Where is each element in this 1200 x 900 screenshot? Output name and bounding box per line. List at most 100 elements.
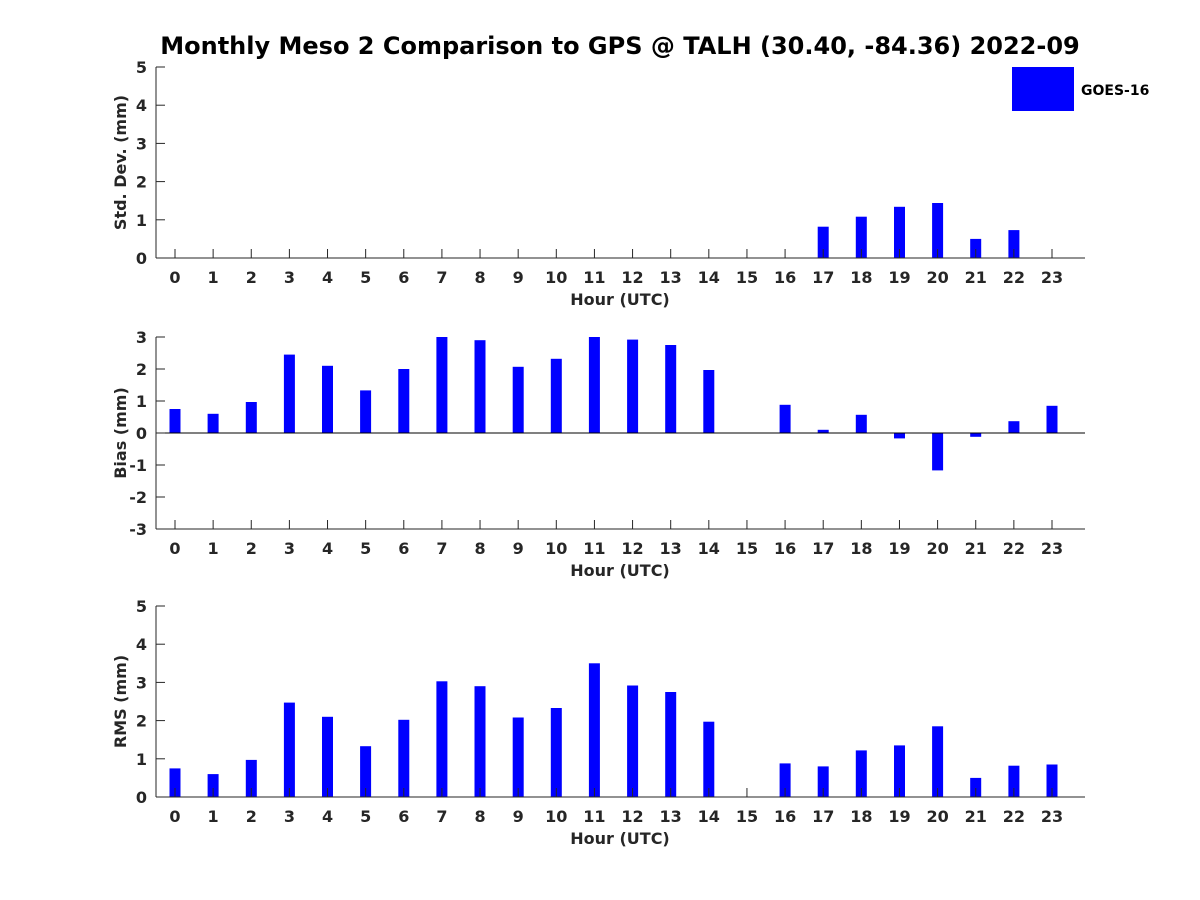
rms-bar-22 <box>1008 765 1020 797</box>
std-dev-bar-22 <box>1008 230 1020 258</box>
bias-bar-1 <box>207 413 219 433</box>
rms-bar-10 <box>550 708 562 797</box>
rms-x-tick-label-5: 5 <box>360 807 371 826</box>
rms-x-tick-label-22: 22 <box>1003 807 1025 826</box>
rms-x-tick-label-8: 8 <box>474 807 485 826</box>
bias-bar-19 <box>894 433 905 439</box>
std-dev-x-tick-label-20: 20 <box>926 268 948 287</box>
std-dev-x-tick-label-16: 16 <box>774 268 796 287</box>
bias-bar-18 <box>855 414 867 433</box>
rms-bar-13 <box>665 692 677 797</box>
legend-swatch-goes-16 <box>1012 67 1074 111</box>
bias-bar-0 <box>169 409 181 433</box>
bias-bar-8 <box>474 340 486 433</box>
bias-x-axis-label: Hour (UTC) <box>570 561 670 580</box>
bias-y-tick-label-3: 3 <box>136 328 147 347</box>
rms-x-tick-label-18: 18 <box>850 807 872 826</box>
bias-x-tick-label-9: 9 <box>513 539 524 558</box>
std-dev-x-tick-label-17: 17 <box>812 268 834 287</box>
legend: GOES-16 <box>1012 67 1149 111</box>
rms-x-tick-label-16: 16 <box>774 807 796 826</box>
rms-bar-16 <box>779 763 791 797</box>
bias-bar-6 <box>398 369 410 433</box>
rms-x-tick-label-2: 2 <box>246 807 257 826</box>
std-dev-bar-17 <box>817 226 829 258</box>
bias-x-tick-label-3: 3 <box>284 539 295 558</box>
std-dev-y-tick-label-5: 5 <box>136 58 147 77</box>
std-dev-x-tick-label-2: 2 <box>246 268 257 287</box>
rms-bar-0 <box>169 768 181 797</box>
std-dev-y-tick-label-3: 3 <box>136 134 147 153</box>
bias-x-tick-label-13: 13 <box>660 539 682 558</box>
rms-bar-19 <box>894 745 905 797</box>
bias-x-tick-label-1: 1 <box>208 539 219 558</box>
bias-bar-21 <box>970 433 982 437</box>
rms-bar-12 <box>627 685 639 797</box>
bias-x-tick-label-18: 18 <box>850 539 872 558</box>
std-dev-x-tick-label-22: 22 <box>1003 268 1025 287</box>
rms-x-tick-label-11: 11 <box>583 807 605 826</box>
bias-bar-4 <box>322 365 333 433</box>
std-dev-x-tick-label-15: 15 <box>736 268 758 287</box>
bias-x-tick-label-5: 5 <box>360 539 371 558</box>
std-dev-x-tick-label-3: 3 <box>284 268 295 287</box>
bias-x-tick-label-22: 22 <box>1003 539 1025 558</box>
rms-bar-20 <box>932 726 944 797</box>
std-dev-x-tick-label-23: 23 <box>1041 268 1063 287</box>
bias-bar-20 <box>932 433 944 471</box>
bias-bar-3 <box>283 354 295 433</box>
bias-bar-7 <box>436 337 448 433</box>
std-dev-y-tick-label-4: 4 <box>136 96 147 115</box>
bias-x-tick-label-20: 20 <box>926 539 948 558</box>
legend-label: GOES-16 <box>1081 83 1149 99</box>
rms-x-tick-label-1: 1 <box>208 807 219 826</box>
rms-bar-9 <box>512 717 524 797</box>
bias-bar-16 <box>779 404 791 433</box>
bias-x-tick-label-11: 11 <box>583 539 605 558</box>
bias-y-tick-label-0: 0 <box>136 424 147 443</box>
bias-x-tick-label-12: 12 <box>621 539 643 558</box>
bias-bar-12 <box>627 339 639 433</box>
std-dev-y-tick-label-1: 1 <box>136 211 147 230</box>
std-dev-x-tick-label-18: 18 <box>850 268 872 287</box>
bias-bar-11 <box>588 337 600 433</box>
bias-bar-14 <box>703 370 715 433</box>
rms-x-tick-label-21: 21 <box>965 807 987 826</box>
rms-x-tick-label-15: 15 <box>736 807 758 826</box>
rms-x-tick-label-7: 7 <box>436 807 447 826</box>
bias-y-tick-label-2: 2 <box>136 360 147 379</box>
rms-x-tick-label-20: 20 <box>926 807 948 826</box>
bias-x-tick-label-21: 21 <box>965 539 987 558</box>
std-dev-x-axis-label: Hour (UTC) <box>570 290 670 309</box>
std-dev-bar-18 <box>855 216 867 258</box>
rms-y-tick-label-5: 5 <box>136 597 147 616</box>
rms-y-tick-label-4: 4 <box>136 635 147 654</box>
bias-y-tick-label--2: -2 <box>129 488 147 507</box>
std-dev-x-tick-label-1: 1 <box>208 268 219 287</box>
std-dev-x-tick-label-7: 7 <box>436 268 447 287</box>
std-dev-x-tick-label-8: 8 <box>474 268 485 287</box>
std-dev-bar-21 <box>970 238 982 258</box>
bias-bar-2 <box>245 402 257 433</box>
rms-x-tick-label-17: 17 <box>812 807 834 826</box>
rms-x-tick-label-0: 0 <box>169 807 180 826</box>
std-dev-x-tick-label-10: 10 <box>545 268 567 287</box>
std-dev-bar-19 <box>894 206 905 258</box>
std-dev-x-tick-label-11: 11 <box>583 268 605 287</box>
std-dev-y-axis-label: Std. Dev. (mm) <box>111 95 130 230</box>
rms-y-tick-label-2: 2 <box>136 712 147 731</box>
rms-x-tick-label-12: 12 <box>621 807 643 826</box>
std-dev-panel: 0 1 2 3 4 5 6 7 8 9 10 11 12 13 14 15 16 17 18 19 20 21 22 2301… <box>111 58 1085 309</box>
rms-x-tick-label-3: 3 <box>284 807 295 826</box>
rms-x-tick-label-23: 23 <box>1041 807 1063 826</box>
rms-bar-8 <box>474 686 486 797</box>
rms-bar-2 <box>245 759 257 797</box>
rms-bar-23 <box>1046 764 1058 797</box>
bias-y-tick-label--1: -1 <box>129 456 147 475</box>
rms-x-tick-label-6: 6 <box>398 807 409 826</box>
bias-x-tick-label-7: 7 <box>436 539 447 558</box>
std-dev-x-tick-label-4: 4 <box>322 268 333 287</box>
rms-bar-5 <box>360 746 372 797</box>
bias-x-tick-label-19: 19 <box>888 539 910 558</box>
